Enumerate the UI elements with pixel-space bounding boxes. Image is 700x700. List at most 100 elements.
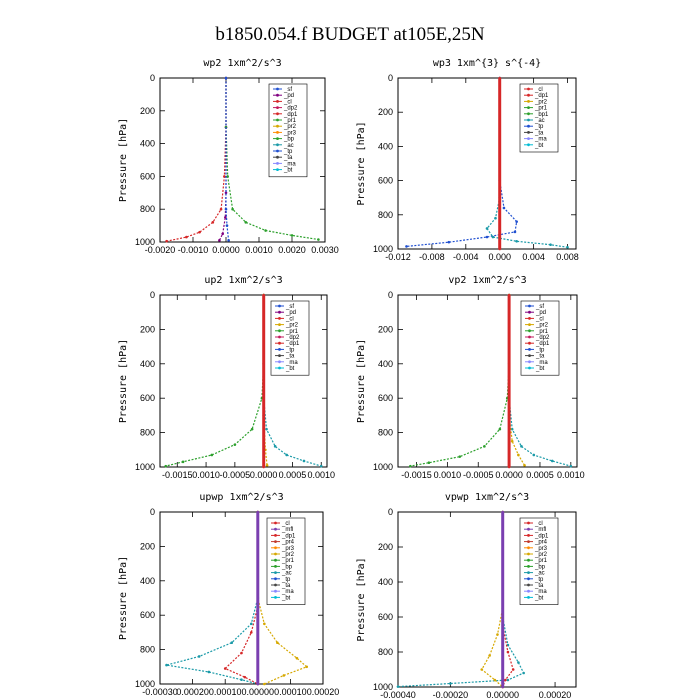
legend-label: _pr4 [281,540,295,546]
legend-label: _sf [283,87,292,93]
series-point [165,239,168,243]
y-tick-label: 1000 [135,679,155,689]
series-line-dp1 [165,295,265,467]
legend-marker [528,317,531,320]
series-point [517,661,520,664]
legend-marker [276,93,279,97]
series-point [510,439,514,443]
series-line-pr2 [508,295,526,466]
legend-marker [527,571,530,574]
series-point [243,675,247,679]
y-tick-label: 1000 [135,237,155,247]
legend-label: _bt [285,366,295,372]
legend-marker [527,596,530,599]
legend-label: _pr1 [534,558,548,564]
x-tick-label: 0.004 [522,252,545,262]
legend-box [266,517,306,605]
legend-marker [527,106,530,109]
x-tick-label: -0.00030 [142,687,178,697]
series-line-ac [397,512,525,688]
legend-label: _pr2 [534,552,548,558]
y-tick-label: 400 [140,576,155,586]
legend-label: _pr3 [283,130,297,136]
legend-marker [527,583,530,587]
series-point [506,678,510,682]
series-point [164,464,168,468]
legend-marker [278,360,281,364]
y-tick-label: 200 [140,106,155,116]
y-tick-label: 400 [378,141,393,151]
legend-label: _cl [534,87,543,93]
y-tick-label: 0 [388,290,393,300]
legend-marker [276,137,279,141]
legend-label: _dp1 [534,533,549,539]
series-line-pr1 [481,512,504,688]
series-point [480,668,484,671]
y-tick-label: 1000 [135,462,155,472]
legend-marker [527,589,530,593]
y-tick-label: 800 [378,428,393,438]
series-point [427,461,431,465]
legend-label: _cl [285,316,294,322]
x-tick-label: 0.0010 [245,245,273,255]
legend-label: _pd [283,93,294,99]
series-point [520,445,523,448]
x-tick-label: 0.00010 [209,687,242,697]
series-point [219,207,223,211]
legend-label: _bp [283,137,295,143]
series-point [264,229,267,232]
legend-marker [527,527,530,531]
x-tick-label: 0.0010 [307,470,335,480]
legend-marker [278,366,281,370]
y-tick-label: 1000 [373,462,393,472]
y-tick-label: 800 [140,204,155,214]
series-point [165,663,168,667]
legend-label: _mfl [281,527,293,533]
legend-label: _ac [283,143,294,149]
series-point [276,641,279,645]
legend-label: _dp1 [285,341,300,347]
series-point [227,239,230,242]
legend-label: _tp [285,347,295,353]
series-point [198,230,201,234]
y-axis-label: Pressure [hPa] [356,121,367,205]
x-tick-label: -0.0015 [162,470,193,480]
legend-label: _ta [281,583,291,589]
legend-label: _pr1 [535,329,549,335]
legend-marker [527,552,530,556]
legend-marker [276,155,279,159]
plot-frame [159,77,326,243]
series-point [231,207,234,211]
series-point [262,293,265,297]
legend-marker [274,558,277,562]
legend-marker [276,162,279,165]
legend-marker [276,106,279,109]
legend-label: _pr1 [534,106,548,112]
legend-marker [527,577,530,581]
legend-marker [527,143,530,147]
x-tick-label: -0.008 [419,252,445,262]
chart-panel-1: wp3 1xm^{3} s^{-4} Pressure [hPa] 0 200 400 6… [356,58,579,262]
series-point [569,464,573,468]
chart-panel-0: wp2 1xm^2/s^3 Pressure [hPa] 0 200 400 600 800… [118,58,339,255]
series-point [244,221,248,224]
y-tick-label: 200 [378,107,393,117]
legend-marker [278,335,281,339]
legend-marker [278,329,281,333]
series-point [485,235,489,239]
legend-marker [278,323,281,326]
legend-marker [278,341,281,345]
y-tick-label: 0 [150,73,155,83]
legend-marker [276,131,279,134]
legend-marker [274,546,277,550]
legend-label: _tp [534,577,544,583]
series-line-sf [225,78,230,241]
legend-label: _bt [534,143,544,149]
series-point [230,641,234,645]
legend-label: _pr3 [281,546,295,552]
legend-marker [274,596,277,599]
series-point [566,245,569,249]
legend-marker [274,540,277,543]
legend-marker [276,87,279,91]
series-point [515,220,518,223]
